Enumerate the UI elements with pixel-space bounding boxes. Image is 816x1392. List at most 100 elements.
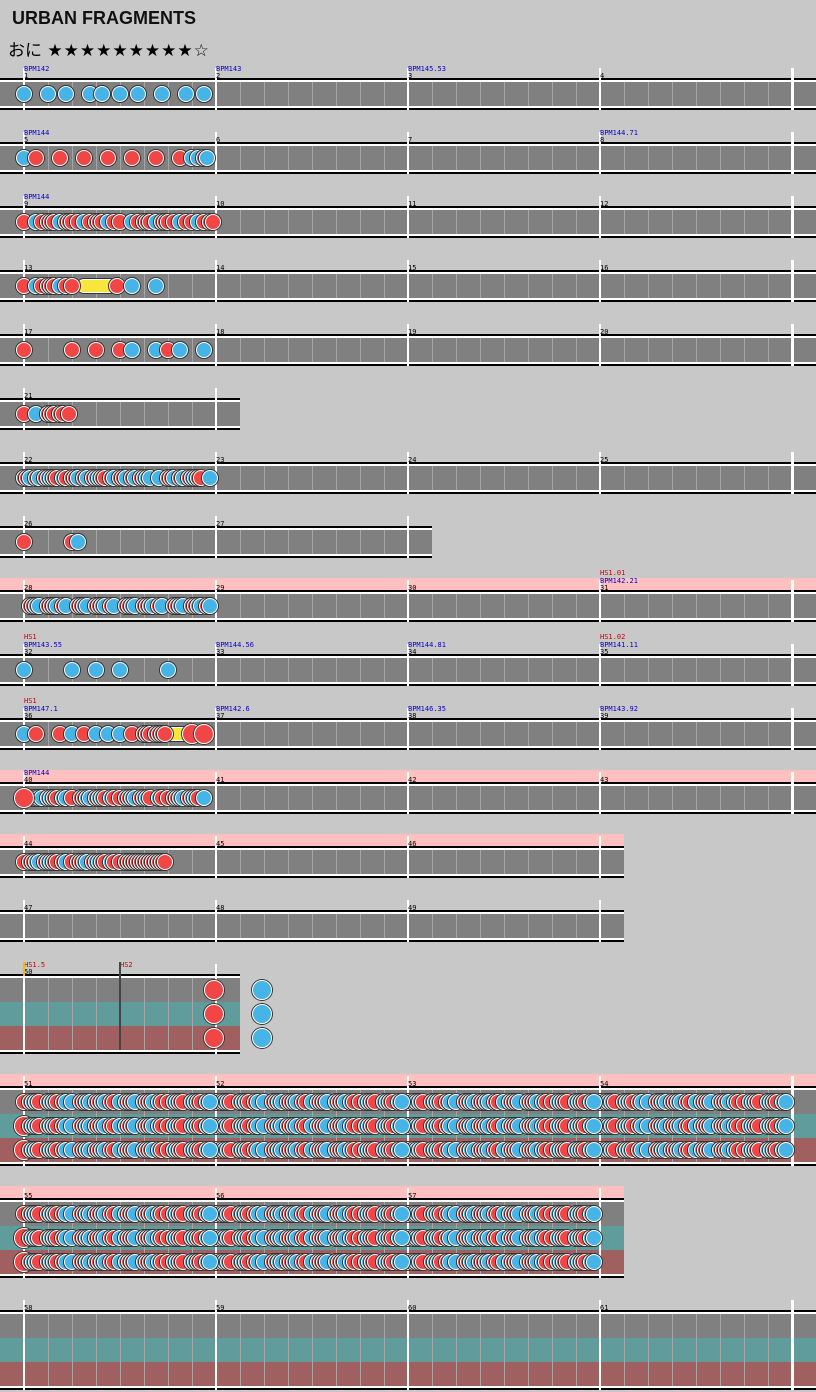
beat-line [456, 786, 457, 810]
measure-number: 11 [408, 200, 417, 208]
beat-line [744, 1314, 745, 1386]
beat-line [552, 722, 553, 746]
beat-line [696, 82, 697, 106]
beat-line [384, 658, 385, 682]
beat-line [168, 914, 169, 938]
beat-line [240, 338, 241, 362]
ka-note [202, 1142, 218, 1158]
beat-line [144, 530, 145, 554]
beat-line [48, 722, 49, 746]
beat-line [432, 914, 433, 938]
lane-border-bottom [0, 1052, 240, 1054]
beat-line [384, 146, 385, 170]
beat-line [720, 466, 721, 490]
lane-border-bottom [0, 1276, 624, 1278]
beat-line [672, 786, 673, 810]
beat-line [768, 466, 769, 490]
beat-line [576, 914, 577, 938]
beat-line [144, 402, 145, 426]
beat-line [696, 786, 697, 810]
ka-note [16, 86, 32, 102]
beat-line [648, 82, 649, 106]
measure-number: 12 [600, 200, 609, 208]
beat-line [432, 210, 433, 234]
measure-number: 42 [408, 776, 417, 784]
beat-line [552, 146, 553, 170]
beat-line [504, 210, 505, 234]
beat-line [480, 338, 481, 362]
beat-line [312, 658, 313, 682]
beat-line [240, 210, 241, 234]
beat-line [144, 274, 145, 298]
beat-line [360, 338, 361, 362]
beat-line [528, 146, 529, 170]
lane-border-bottom-light [0, 874, 624, 876]
measure-number: 27 [216, 520, 225, 528]
beat-line [456, 82, 457, 106]
ka-note [70, 534, 86, 550]
beat-line [744, 210, 745, 234]
measure-number: 8 [600, 136, 605, 144]
measure-line [215, 708, 217, 750]
ka-note [586, 1230, 602, 1246]
measure-number: 60 [408, 1304, 417, 1312]
beat-line [768, 82, 769, 106]
beat-line [720, 274, 721, 298]
ka-note [196, 86, 212, 102]
beat-line [288, 530, 289, 554]
beat-line [168, 274, 169, 298]
beat-line [192, 850, 193, 874]
beat-line [552, 82, 553, 106]
ka-note [202, 598, 218, 614]
beat-line [552, 594, 553, 618]
measure-line [599, 644, 601, 686]
measure-line [599, 836, 601, 878]
lane-border-bottom-light [0, 426, 240, 428]
beat-line [456, 850, 457, 874]
measure-line-end [792, 772, 794, 814]
beat-line [264, 594, 265, 618]
beat-line [720, 658, 721, 682]
ka-note [202, 1118, 218, 1134]
measure-number: 50 [24, 968, 33, 976]
measure-number: 9 [24, 200, 29, 208]
measure-line [599, 580, 601, 622]
measure-number: 6 [216, 136, 221, 144]
beat-line [192, 338, 193, 362]
measure-number: 44 [24, 840, 33, 848]
beat-line [288, 850, 289, 874]
ka-note [94, 86, 110, 102]
beat-line [336, 594, 337, 618]
beat-line [336, 82, 337, 106]
beat-line [624, 274, 625, 298]
measure-number: 1 [24, 72, 29, 80]
ka-note [394, 1206, 410, 1222]
beat-line [336, 914, 337, 938]
beat-line [384, 722, 385, 746]
beat-line [240, 466, 241, 490]
measure-line [599, 900, 601, 942]
beat-line [720, 146, 721, 170]
beat-line [528, 658, 529, 682]
beat-line [312, 530, 313, 554]
beat-line [168, 978, 169, 1050]
beat-line [504, 82, 505, 106]
beat-line [240, 914, 241, 938]
ka-note [154, 86, 170, 102]
beat-line [432, 338, 433, 362]
don-note [28, 726, 44, 742]
beat-line [240, 530, 241, 554]
beat-line [696, 1314, 697, 1386]
beat-line [360, 914, 361, 938]
ka-note [16, 662, 32, 678]
measure-number: 2 [216, 72, 221, 80]
measure-number: 19 [408, 328, 417, 336]
beat-line [384, 338, 385, 362]
beat-line [504, 1314, 505, 1386]
beat-line [648, 210, 649, 234]
beat-line [456, 210, 457, 234]
measure-number: 61 [600, 1304, 609, 1312]
difficulty-line: おに ★★★★★★★★★☆ [8, 36, 210, 61]
beat-line [504, 914, 505, 938]
beat-line [336, 1314, 337, 1386]
